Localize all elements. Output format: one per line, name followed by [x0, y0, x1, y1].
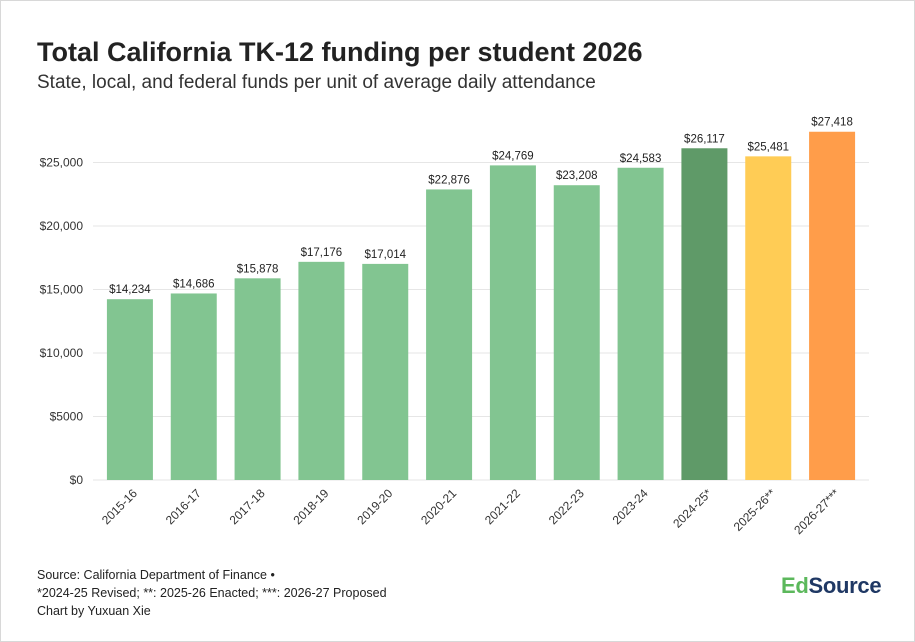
bar-2023-24: [617, 167, 664, 480]
bar-2018-19: [298, 261, 345, 480]
bar-2021-22: [489, 165, 536, 480]
bar-2015-16: [106, 299, 153, 480]
x-tick-label: 2018-19: [290, 486, 331, 527]
x-tick-label: 2023-24: [610, 486, 651, 527]
data-label: $14,686: [173, 278, 215, 290]
bar-2019-20: [362, 263, 409, 480]
x-tick-label: 2015-16: [99, 486, 140, 527]
bar-2024-25*: [681, 148, 728, 480]
chart-credit: Chart by Yuxuan Xie: [37, 604, 151, 618]
edsource-logo[interactable]: EdSource: [781, 573, 882, 599]
x-tick-label: 2026-27***: [791, 486, 842, 537]
x-tick-label: 2022-23: [546, 486, 587, 527]
x-tick-label: 2016-17: [163, 486, 204, 527]
y-tick-label: $5000: [50, 409, 84, 423]
y-tick-label: $25,000: [40, 155, 84, 169]
x-tick-label: 2021-22: [482, 486, 523, 527]
x-tick-label: 2017-18: [227, 486, 268, 527]
bar-2025-26**: [745, 156, 792, 480]
data-label: $24,769: [492, 150, 534, 162]
bar-2016-17: [170, 293, 217, 480]
data-label: $15,878: [237, 263, 279, 275]
bar-chart: $0 $5000 $10,000 $15,000 $20,000 $25,000 $14,2…: [40, 117, 869, 537]
chart-title: Total California TK-12 funding per stude…: [37, 37, 643, 67]
period-notes: *2024-25 Revised; **: 2025-26 Enacted; *…: [37, 586, 387, 600]
x-tick-label: 2024-25*: [670, 486, 715, 531]
bar-2017-18: [234, 278, 281, 480]
y-tick-label: $10,000: [40, 346, 84, 360]
data-label: $24,583: [620, 153, 662, 165]
y-tick-label: $0: [70, 473, 84, 487]
data-label: $26,117: [684, 133, 725, 145]
data-label: $14,234: [109, 284, 151, 296]
bar-2022-23: [553, 185, 600, 480]
data-label: $17,014: [364, 249, 406, 261]
data-label: $22,876: [428, 174, 470, 186]
chart-subtitle: State, local, and federal funds per unit…: [37, 72, 596, 93]
data-label: $27,418: [811, 117, 853, 129]
bar-2020-21: [426, 189, 473, 480]
logo-source: Source: [808, 573, 882, 598]
x-tick-label: 2020-21: [418, 486, 459, 527]
data-label: $23,208: [556, 170, 598, 182]
data-label: $25,481: [747, 141, 789, 153]
x-tick-label: 2019-20: [354, 486, 395, 527]
bar-2026-27***: [809, 131, 856, 481]
data-label: $17,176: [301, 247, 343, 259]
logo-ed: Ed: [781, 573, 809, 598]
chart-footer: Source: California Department of Finance…: [37, 566, 387, 620]
y-tick-label: $15,000: [40, 282, 84, 296]
y-tick-label: $20,000: [40, 219, 84, 233]
source-note: Source: California Department of Finance…: [37, 568, 275, 582]
x-tick-label: 2025-26**: [731, 486, 779, 534]
